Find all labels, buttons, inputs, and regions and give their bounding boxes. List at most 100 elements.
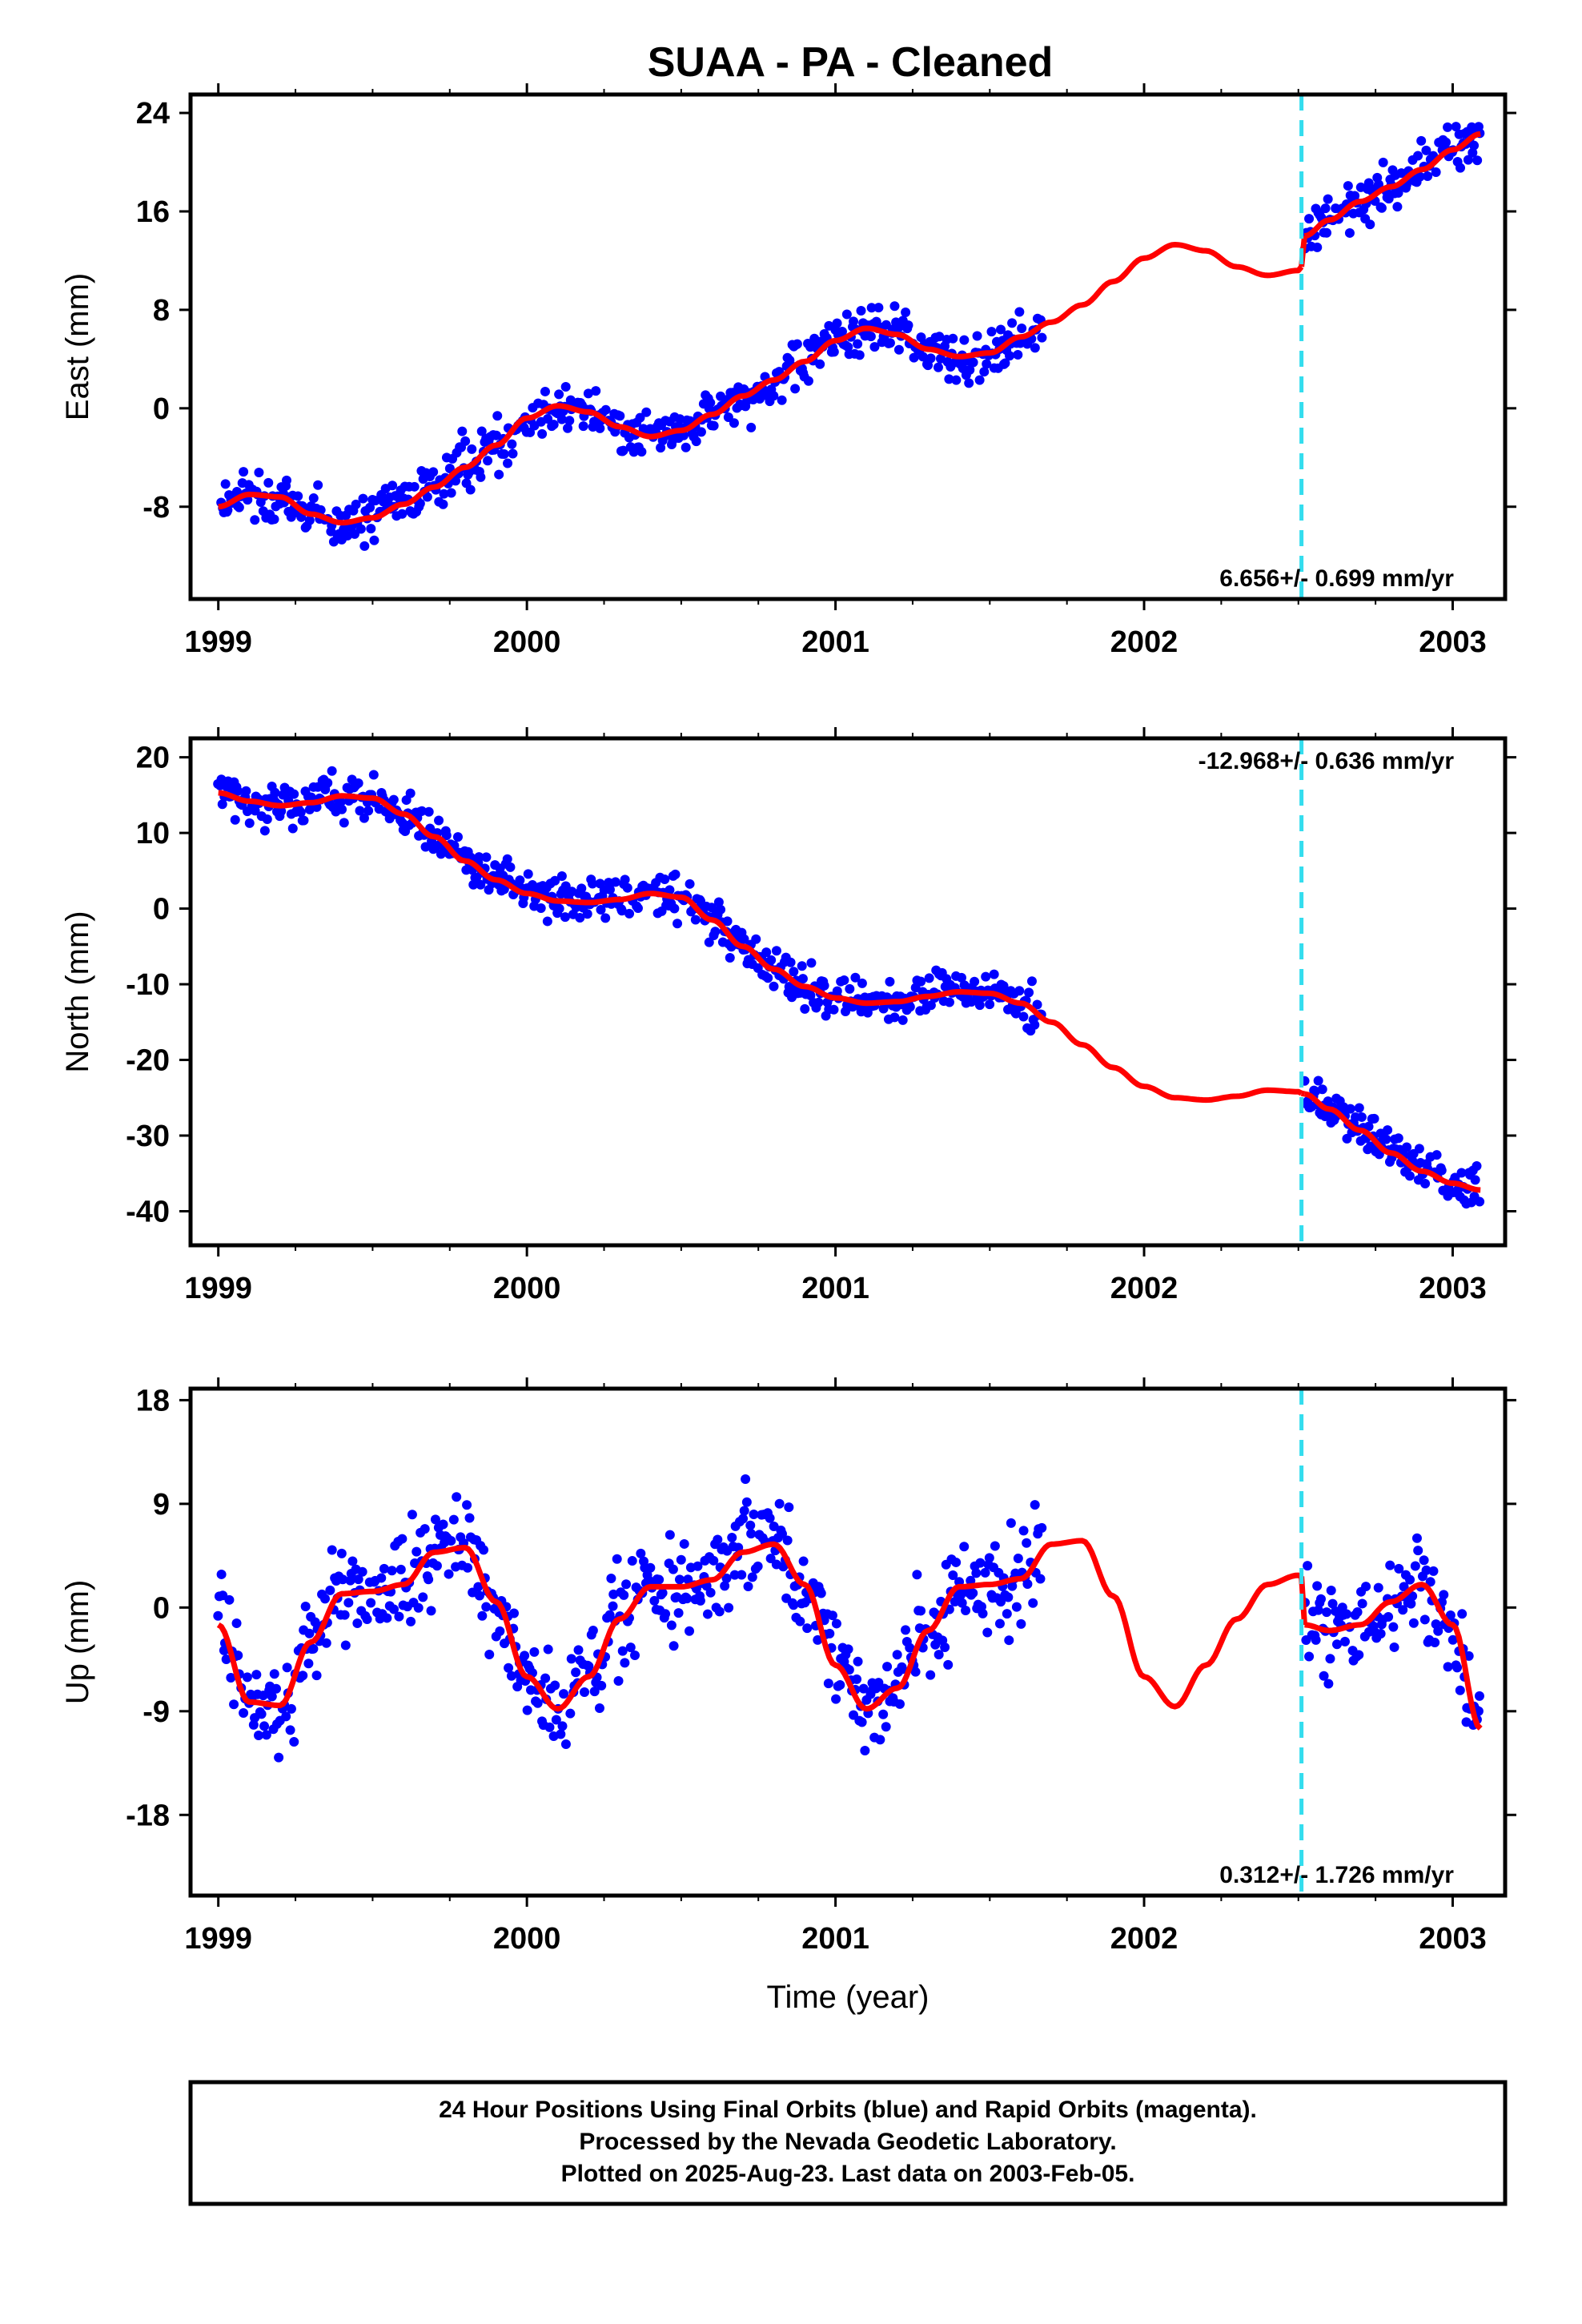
data-point: [365, 502, 375, 513]
data-point: [250, 515, 260, 525]
data-point: [979, 367, 990, 377]
data-point: [424, 806, 434, 817]
data-point: [860, 1746, 870, 1756]
data-point: [231, 1618, 242, 1629]
data-point: [610, 877, 620, 887]
data-point: [673, 1608, 684, 1618]
y-axis-label: East (mm): [60, 273, 95, 420]
data-point: [267, 1691, 277, 1702]
data-point: [507, 439, 517, 449]
data-point: [797, 961, 807, 971]
data-point: [875, 1735, 885, 1745]
data-point: [1000, 358, 1010, 368]
data-point: [1032, 999, 1042, 1010]
data-point: [665, 1530, 675, 1540]
data-point: [1457, 1609, 1468, 1619]
data-point: [1325, 1654, 1335, 1664]
data-point: [357, 1566, 367, 1577]
data-point: [1441, 137, 1452, 147]
plot-frame: [188, 92, 1508, 601]
data-point: [905, 1002, 915, 1012]
data-point: [537, 428, 548, 439]
plot-area: [213, 1474, 1484, 1763]
data-point: [739, 934, 749, 944]
data-point: [926, 1670, 936, 1680]
data-point: [313, 480, 323, 490]
data-point: [343, 1598, 354, 1608]
data-point: [233, 1651, 243, 1661]
data-point: [1004, 1635, 1014, 1646]
data-point: [396, 1564, 406, 1574]
data-point: [1443, 1662, 1453, 1672]
data-point: [1410, 1561, 1420, 1571]
data-point: [1322, 1607, 1332, 1618]
data-point: [1452, 1663, 1463, 1673]
data-point: [813, 1634, 823, 1645]
data-point: [982, 1627, 993, 1638]
data-point: [948, 333, 958, 344]
data-point: [934, 332, 945, 342]
data-point: [763, 973, 773, 983]
data-point: [477, 1610, 488, 1621]
data-point: [866, 303, 877, 313]
data-point: [1007, 1581, 1018, 1591]
data-point: [905, 1642, 915, 1653]
data-point: [1022, 1578, 1033, 1589]
data-point: [473, 1582, 484, 1592]
data-point: [1028, 1598, 1038, 1608]
data-point: [311, 1671, 322, 1681]
data-point: [520, 1651, 530, 1661]
data-point: [618, 445, 628, 456]
data-point: [600, 913, 611, 923]
data-point: [1030, 1500, 1040, 1510]
data-point: [1014, 986, 1025, 996]
data-point: [358, 493, 368, 504]
data-point: [765, 1513, 775, 1523]
data-point: [448, 1514, 459, 1525]
model-curve: [1304, 1582, 1483, 1731]
x-tick-label: 1999: [184, 1922, 252, 1956]
x-tick-label: 1999: [184, 1272, 252, 1305]
data-point: [926, 353, 936, 364]
data-point: [363, 806, 374, 816]
panel-3: 1999 2000 2001 2002 2003 18 9 0 -9 -18 Up (mm) Time…: [60, 1377, 1516, 2015]
data-point: [705, 397, 716, 408]
data-point: [1375, 1628, 1386, 1638]
data-point: [335, 797, 346, 807]
data-point: [1345, 1104, 1355, 1114]
data-point: [560, 382, 571, 392]
data-point: [575, 913, 585, 923]
data-point: [617, 1646, 628, 1656]
data-point: [389, 1604, 400, 1614]
data-point: [387, 480, 398, 491]
data-point: [809, 333, 820, 344]
data-point: [1024, 987, 1034, 998]
x-axis-label: Time (year): [767, 1980, 930, 2015]
data-point: [355, 524, 366, 534]
data-point: [289, 789, 299, 799]
data-point: [716, 904, 726, 915]
model-curve: [216, 1538, 1303, 1712]
x-tick-label: 2003: [1419, 1922, 1487, 1956]
x-tick-label: 2002: [1110, 1272, 1178, 1305]
data-point: [1026, 976, 1037, 987]
data-point: [1420, 1179, 1431, 1189]
data-point: [1413, 151, 1423, 161]
data-point: [532, 1698, 543, 1708]
data-point: [366, 524, 376, 534]
data-point: [878, 1709, 889, 1719]
data-point: [596, 1680, 607, 1691]
data-point: [827, 1610, 837, 1621]
data-point: [1470, 1175, 1480, 1185]
data-point: [893, 344, 904, 355]
footer-line-1: 24 Hour Positions Using Final Orbits (bl…: [439, 2097, 1257, 2123]
data-point: [481, 852, 492, 862]
data-point: [315, 505, 326, 515]
data-point: [270, 787, 280, 798]
data-point: [616, 906, 627, 916]
data-point: [352, 1618, 363, 1629]
data-point: [467, 444, 477, 454]
data-point: [1398, 1605, 1408, 1615]
plot-frame: [188, 1386, 1508, 1898]
footer-box: [188, 2080, 1508, 2206]
